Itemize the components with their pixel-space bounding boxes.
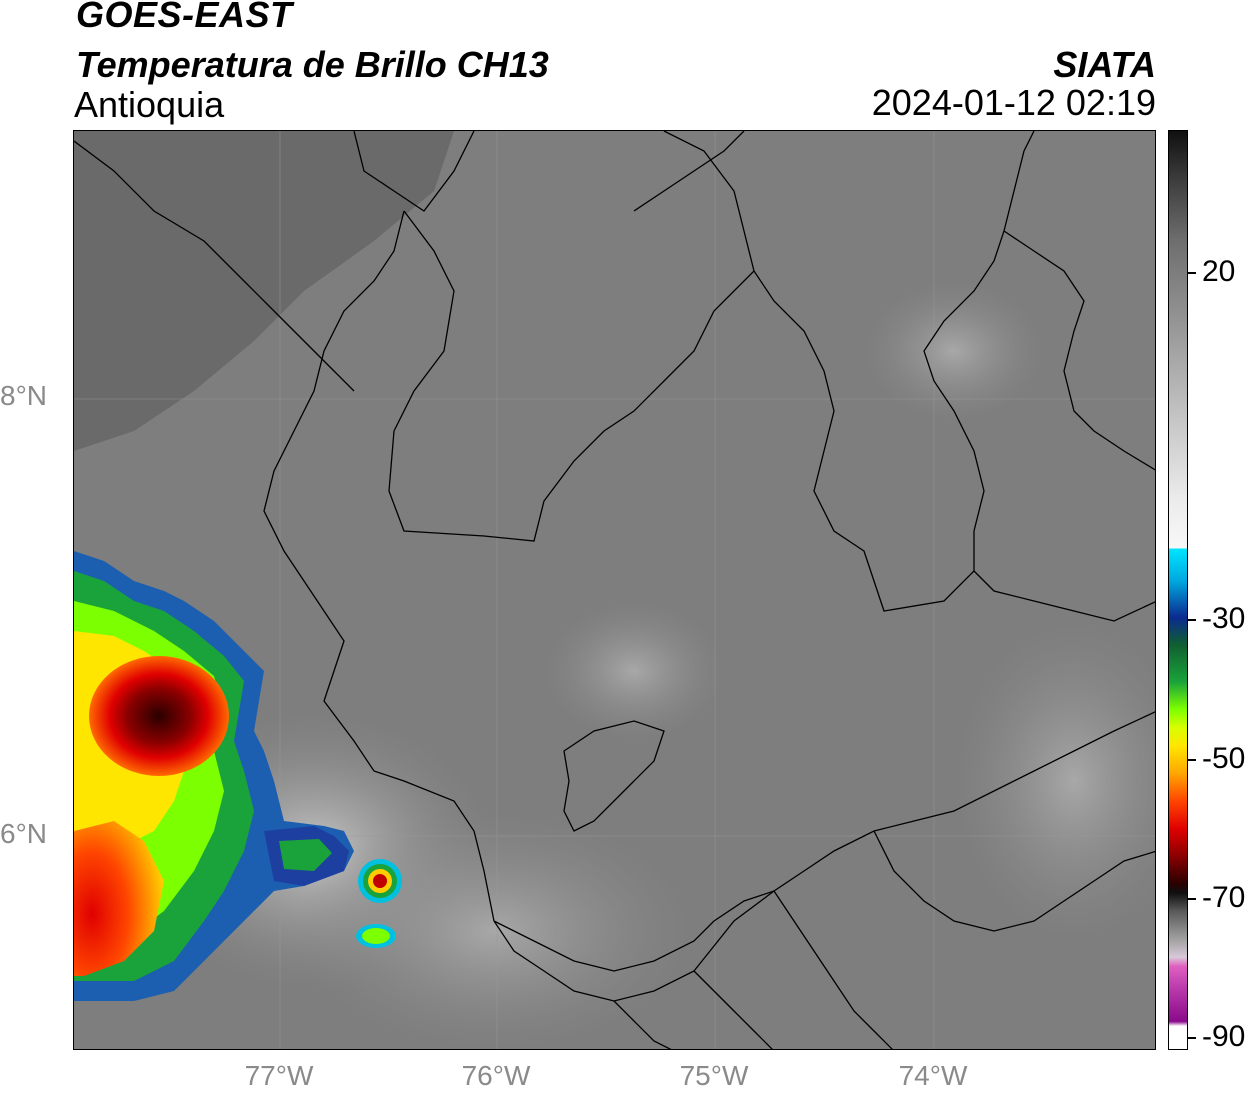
cbar-tick-minus50 [1188,759,1196,761]
storm-west [74,551,354,1001]
cbar-label-20: 20 [1202,255,1236,288]
cbar-label-minus70: -70 [1202,881,1246,914]
cbar-label-minus50: -50 [1202,742,1246,775]
boundaries [74,131,1155,1049]
lon-label-74w: 74°W [898,1060,968,1091]
colorbar [1168,130,1188,1050]
satellite-map[interactable] [73,130,1156,1050]
bright-patch-east [954,621,1155,941]
lon-label-76w: 76°W [461,1060,531,1091]
lon-label-77w: 77°W [244,1060,314,1091]
cbar-tick-minus90 [1188,1037,1196,1039]
bright-patch-center [544,601,724,741]
lat-label-6n: 6°N [0,818,47,849]
lat-label-8n: 8°N [0,380,47,411]
cbar-tick-minus70 [1188,898,1196,900]
cbar-tick-minus30 [1188,619,1196,621]
dark-sea-region [74,131,454,451]
organization-label: SIATA [1053,44,1156,85]
map-svg [74,131,1155,1049]
product-title: Temperatura de Brillo CH13 [76,44,549,85]
bright-patch-north [864,281,1044,421]
cbar-tick-20 [1188,272,1196,274]
region-subtitle: Antioquia [74,84,225,125]
cbar-label-minus90: -90 [1202,1020,1246,1053]
cbar-label-minus30: -30 [1202,602,1246,635]
bright-patch-south [294,811,694,1049]
lon-label-75w: 75°W [679,1060,749,1091]
satellite-title: GOES-EAST [76,0,293,35]
timestamp-label: 2024-01-12 02:19 [871,82,1156,123]
